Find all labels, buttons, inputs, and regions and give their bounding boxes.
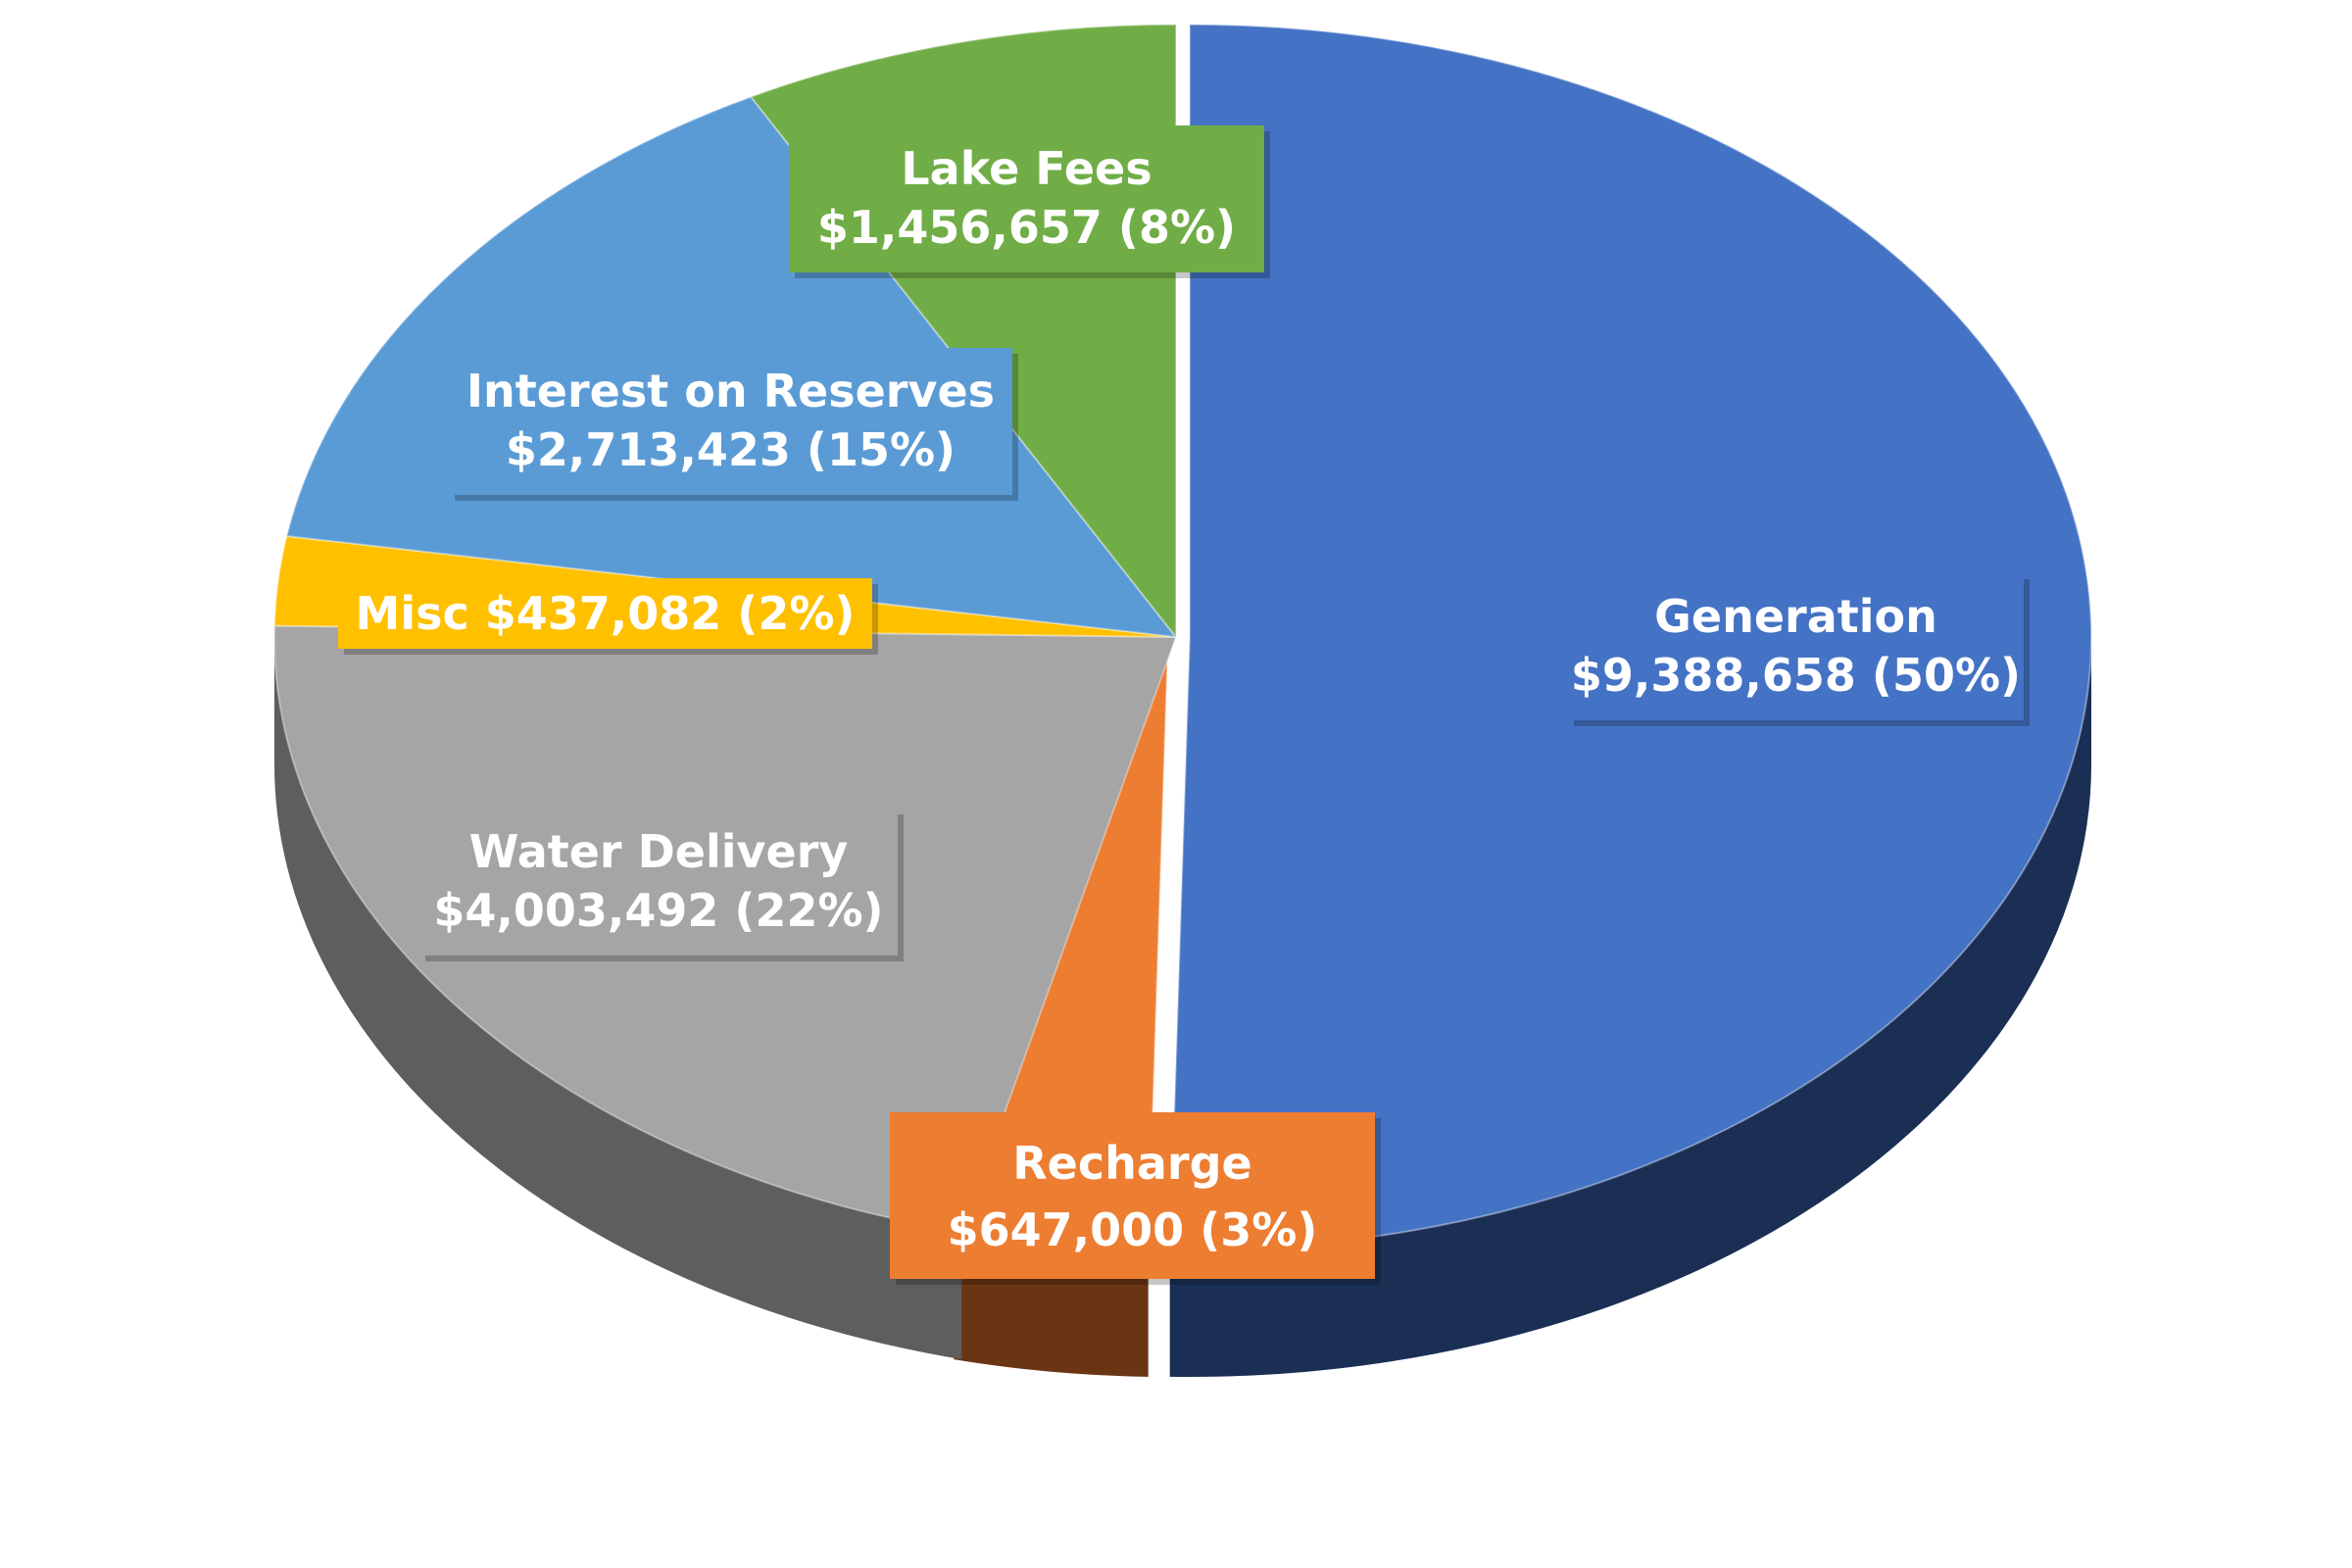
data-label-water-delivery: Water Delivery $4,003,492 (22%)	[419, 808, 904, 961]
data-label-generation: Generation $9,388,658 (50%)	[1568, 573, 2030, 726]
data-label-value: $647,000 (3%)	[948, 1203, 1318, 1256]
data-label-box	[449, 348, 1012, 495]
data-label-interest-on-reserves: Interest on Reserves $2,713,423 (15%)	[449, 348, 1018, 501]
data-label-value: $9,388,658 (50%)	[1571, 649, 2021, 702]
data-label-box	[890, 1112, 1375, 1279]
data-label-value: $2,713,423 (15%)	[506, 423, 956, 476]
data-label-value: $4,003,492 (22%)	[433, 884, 883, 937]
pie-side-water-delivery	[274, 637, 962, 1360]
data-label-category: Water Delivery	[469, 825, 849, 878]
data-label-category: Interest on Reserves	[466, 365, 995, 417]
data-label-text: Misc $437,082 (2%)	[356, 587, 856, 640]
data-label-box	[419, 808, 898, 956]
pie-side-generation	[1169, 637, 2091, 1377]
data-label-box	[1568, 573, 2024, 720]
data-label-lake-fees: Lake Fees $1,456,657 (8%)	[789, 125, 1270, 278]
data-label-category: Recharge	[1012, 1137, 1252, 1190]
data-label-value: $1,456,657 (8%)	[817, 201, 1236, 254]
data-label-box	[789, 125, 1264, 272]
data-label-category: Generation	[1654, 590, 1937, 643]
data-label-misc: Misc $437,082 (2%)	[338, 578, 878, 655]
data-label-box	[338, 578, 872, 649]
pie-data-labels: Generation $9,388,658 (50%) Recharge $647,0…	[338, 125, 2030, 1285]
data-label-recharge: Recharge $647,000 (3%)	[890, 1112, 1381, 1285]
data-label-category: Lake Fees	[901, 142, 1152, 195]
